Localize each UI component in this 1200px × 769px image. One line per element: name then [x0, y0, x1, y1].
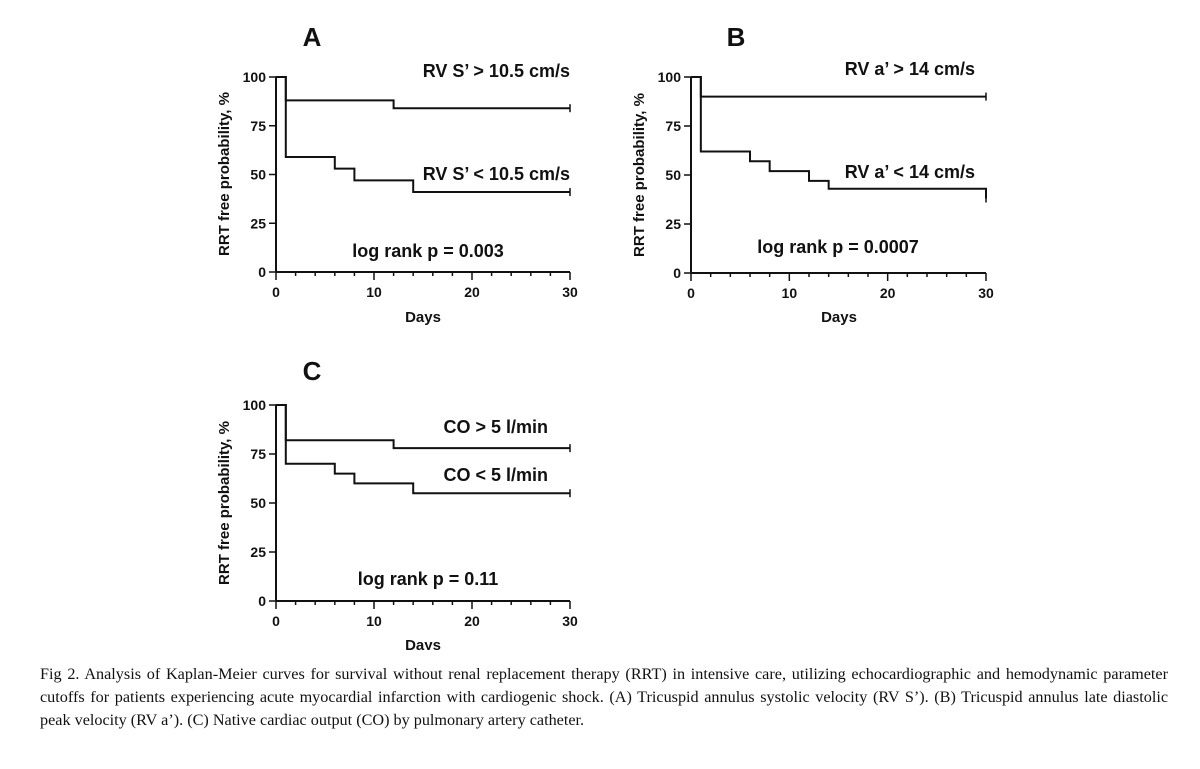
panel-a-y-tick-label: 0	[258, 264, 266, 280]
panel-b-x-tick-label: 30	[978, 285, 994, 301]
panel-a-series-2-label: RV S’ < 10.5 cm/s	[423, 164, 570, 184]
panel-c-series-2-curve	[276, 404, 570, 495]
panel-a-y-tick-label: 25	[250, 215, 266, 231]
panel-b-x-axis-title: Days	[821, 309, 857, 326]
panel-a-x-tick-label: 30	[562, 284, 578, 300]
panel-b-series-1-label: RV a’ > 14 cm/s	[845, 59, 975, 79]
panel-a-series-1-curve	[276, 76, 570, 110]
panel-c-series-2-label: CO < 5 l/min	[443, 465, 548, 485]
panel-b-letter: B	[727, 22, 746, 52]
panel-b-y-tick-label: 75	[665, 118, 681, 134]
figure-caption: Fig 2. Analysis of Kaplan-Meier curves f…	[40, 665, 1168, 729]
panel-c-letter: C	[303, 356, 322, 386]
panel-a-series-1-label: RV S’ > 10.5 cm/s	[423, 61, 570, 81]
panel-c-y-axis-title: RRT free probability, %	[216, 421, 233, 585]
panel-b-y-tick-label: 0	[673, 265, 681, 281]
panel-c-y-tick-label: 75	[250, 446, 266, 462]
panel-c-y-tick-label: 25	[250, 544, 266, 560]
panel-c-x-axis-title: Days	[405, 637, 441, 650]
panel-b-log-rank-annotation: log rank p = 0.0007	[757, 237, 919, 257]
panel-a-letter: A	[303, 22, 322, 52]
panel-c-x-tick-label: 20	[464, 613, 480, 629]
panel-c-series-1-label: CO > 5 l/min	[443, 417, 548, 437]
panel-b-series-2-label: RV a’ < 14 cm/s	[845, 162, 975, 182]
panel-a-y-tick-label: 75	[250, 118, 266, 134]
panel-a-y-axis-title: RRT free probability, %	[216, 92, 233, 256]
panel-c-y-tick-label: 100	[243, 397, 267, 413]
panel-c-x-tick-label: 10	[366, 613, 382, 629]
panel-b-y-tick-label: 25	[665, 216, 681, 232]
panel-b-y-tick-label: 100	[658, 69, 682, 85]
panel-c-log-rank-annotation: log rank p = 0.11	[358, 569, 499, 589]
panel-c-y-tick-label: 0	[258, 593, 266, 609]
panel-b-series-1-curve	[691, 76, 986, 98]
panel-a-x-tick-label: 0	[272, 284, 280, 300]
panel-c-y-tick-label: 50	[250, 495, 266, 511]
panel-a-y-tick-label: 100	[243, 69, 267, 85]
panel-b-x-tick-label: 10	[782, 285, 798, 301]
panel-a-x-axis-title: Days	[405, 309, 441, 326]
panel-b-x-tick-label: 20	[880, 285, 896, 301]
panel-c-x-tick-label: 0	[272, 613, 280, 629]
panel-a-x-tick-label: 20	[464, 284, 480, 300]
panel-a-x-tick-label: 10	[366, 284, 382, 300]
panel-a-y-tick-label: 50	[250, 167, 266, 183]
panel-a-log-rank-annotation: log rank p = 0.003	[352, 241, 504, 261]
panel-b-y-tick-label: 50	[665, 167, 681, 183]
panel-b-series-2-curve	[691, 76, 987, 199]
panel-c-x-tick-label: 30	[562, 613, 578, 629]
panel-b-x-tick-label: 0	[687, 285, 695, 301]
panel-a-series-2-curve	[276, 76, 570, 194]
panel-b-y-axis-title: RRT free probability, %	[631, 93, 648, 257]
